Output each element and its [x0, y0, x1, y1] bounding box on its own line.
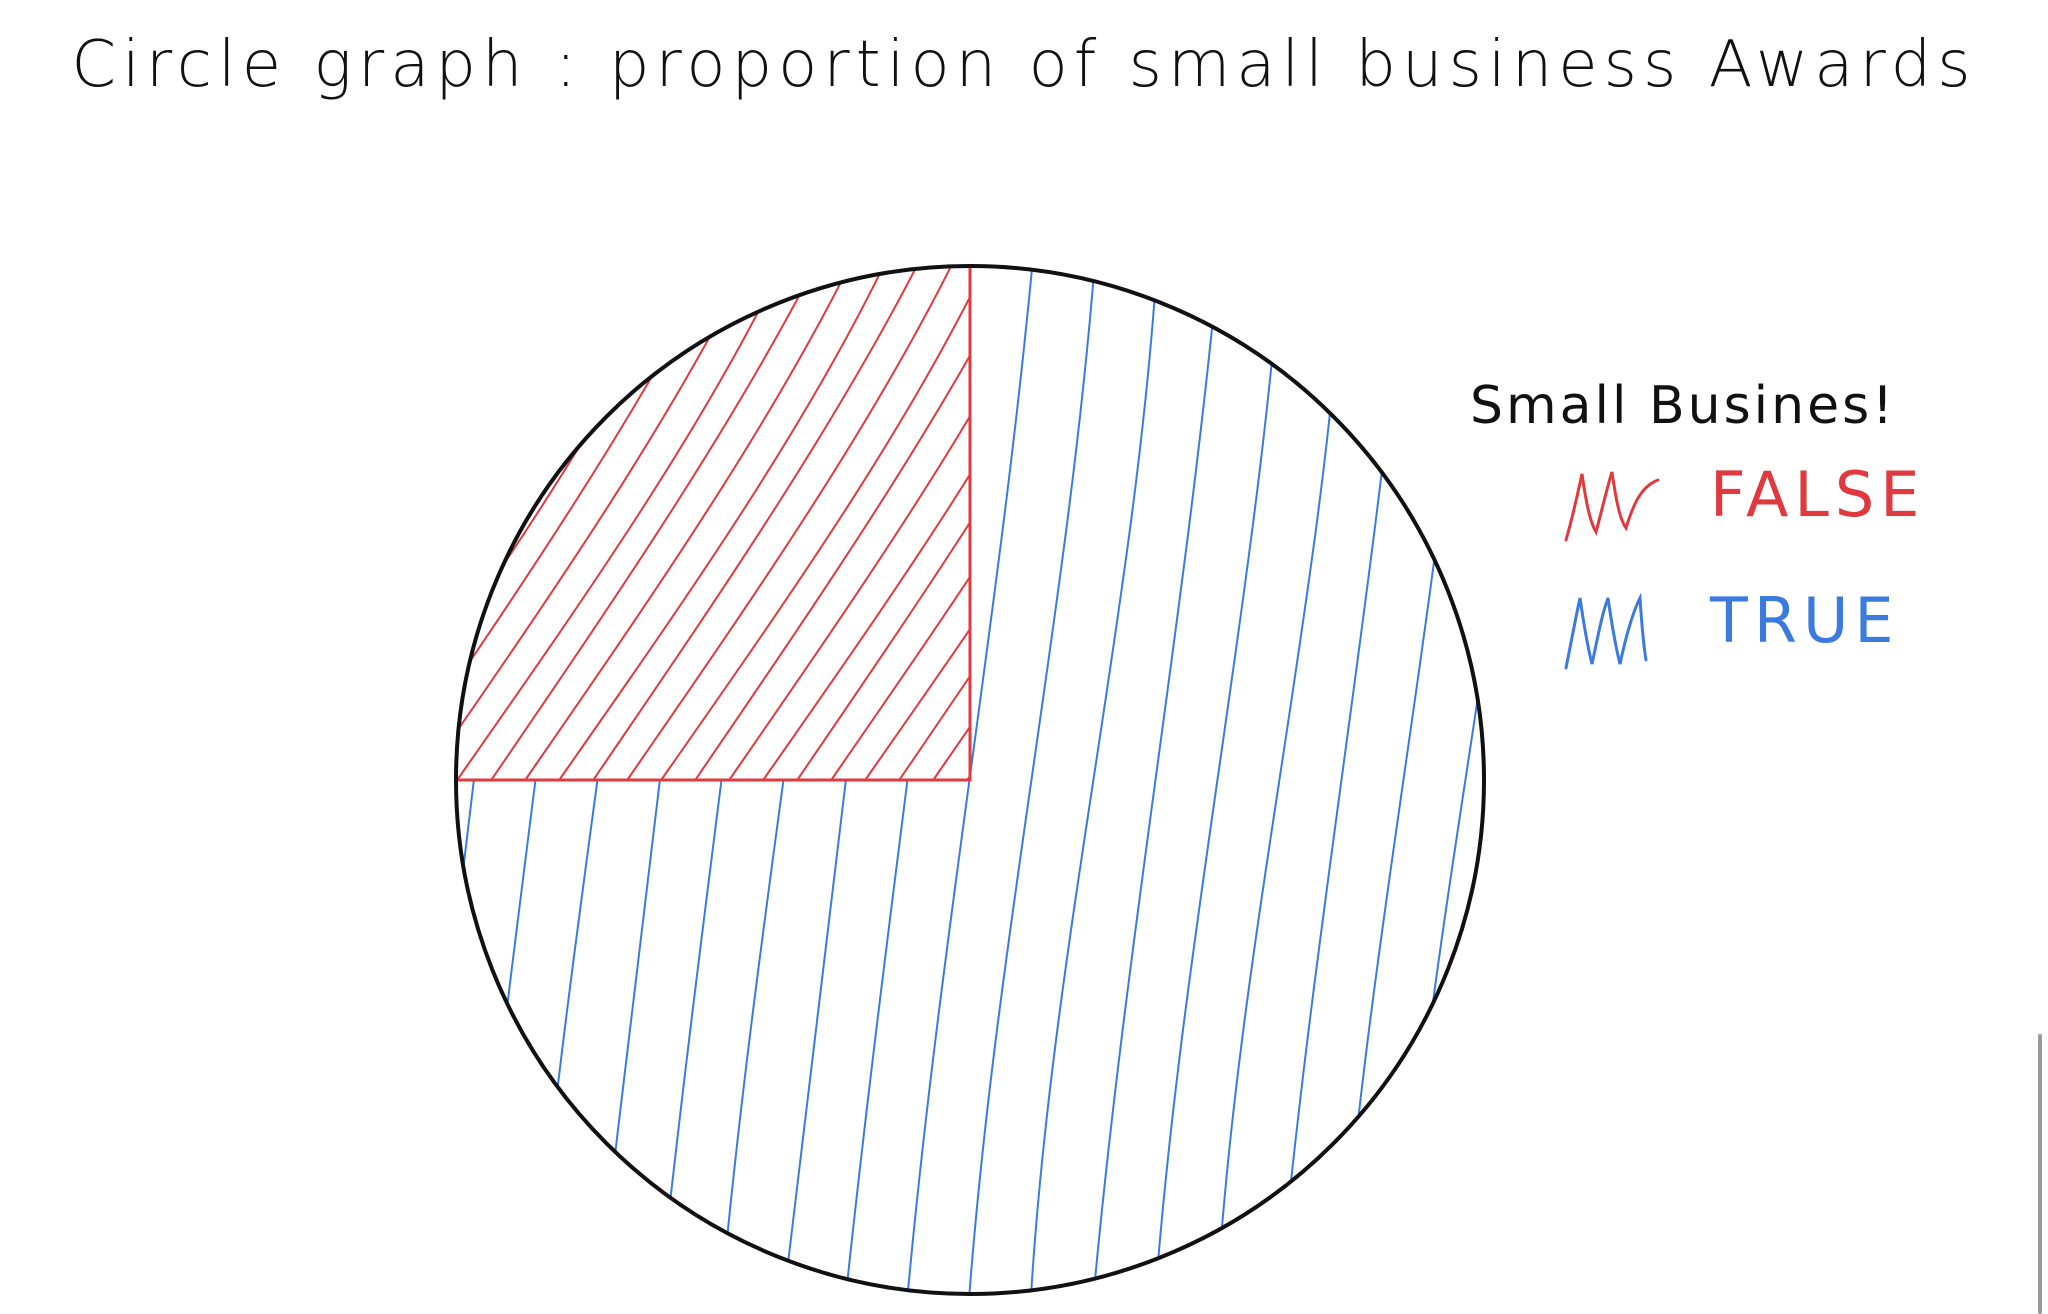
pie-slice-false	[454, 264, 972, 782]
legend-title: Small Busines!	[1470, 376, 1897, 436]
chart-title: Circle graph : proportion of small busin…	[71, 28, 1977, 102]
legend-label-true: TRUE	[1710, 584, 1900, 657]
legend-swatch-true	[1564, 592, 1648, 670]
legend-item-true: TRUE	[1470, 578, 1900, 688]
legend-label-false: FALSE	[1710, 458, 1926, 531]
legend: Small Busines! FALSE TRUE	[1470, 376, 1919, 688]
scrollbar-track[interactable]	[2038, 0, 2048, 1314]
legend-swatch-false	[1564, 471, 1660, 542]
scrollbar-thumb[interactable]	[2038, 1034, 2042, 1314]
pie-outline	[454, 264, 1486, 1296]
legend-item-false: FALSE	[1470, 452, 1919, 562]
